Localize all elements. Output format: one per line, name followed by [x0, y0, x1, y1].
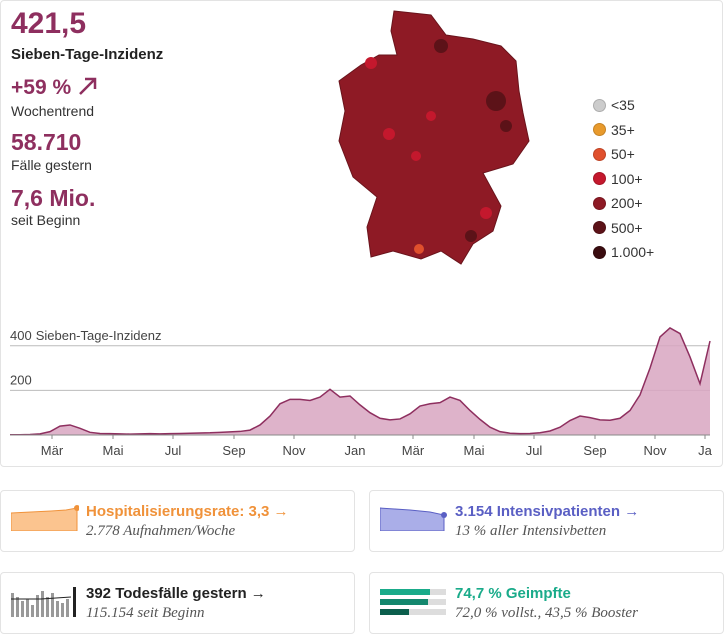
incidence-label: Sieben-Tage-Inzidenz	[11, 46, 164, 63]
legend: <35 35+ 50+ 100+ 200+ 500+ 1.000+	[593, 93, 654, 265]
legend-item: 500+	[593, 216, 654, 241]
card-title: 392 Todesfälle gestern →	[86, 585, 266, 602]
legend-item: 1.000+	[593, 240, 654, 265]
legend-label: <35	[611, 97, 635, 114]
x-tick-label: Nov	[643, 443, 667, 458]
icu-icon	[380, 507, 447, 531]
deaths-card[interactable]: 392 Todesfälle gestern → 115.154 seit Be…	[0, 572, 355, 634]
x-tick-label: Nov	[282, 443, 306, 458]
legend-item: <35	[593, 93, 654, 118]
y-axis-label: Sieben-Tage-Inzidenz	[36, 328, 162, 343]
area-line	[10, 327, 711, 436]
hospital-icon	[11, 505, 79, 531]
vaccine-icon	[380, 589, 446, 615]
x-tick-label: Sep	[222, 443, 245, 458]
legend-swatch	[593, 221, 606, 235]
vaccine-card[interactable]: 74,7 % Geimpfte 72,0 % vollst., 43,5 % B…	[369, 572, 724, 634]
map	[338, 10, 530, 265]
cases: 58.710	[11, 129, 82, 155]
legend-label: 500+	[611, 219, 643, 236]
legend-swatch	[593, 245, 606, 259]
total: 7,6 Mio.	[11, 185, 96, 211]
card-sub: 13 % aller Intensivbetten	[455, 523, 607, 539]
x-tick-label: Mär	[402, 443, 425, 458]
y-tick-label: 200	[10, 372, 32, 387]
legend-item: 100+	[593, 167, 654, 192]
icu-card[interactable]: 3.154 Intensivpatienten → 13 % aller Int…	[369, 490, 724, 552]
legend-swatch	[593, 123, 606, 137]
x-tick-label: Sep	[583, 443, 606, 458]
legend-item: 200+	[593, 191, 654, 216]
incidence-chart: 200 400 Sieben-Tage-Inzidenz Mär Mai Jul Sep No…	[10, 327, 713, 458]
legend-item: 50+	[593, 142, 654, 167]
card-title: 3.154 Intensivpatienten →	[455, 503, 640, 520]
x-tick-label: Mär	[41, 443, 64, 458]
x-tick-label: Jul	[165, 443, 182, 458]
deaths-icon	[11, 587, 76, 617]
legend-label: 100+	[611, 170, 643, 187]
cases-label: Fälle gestern	[11, 157, 92, 173]
legend-label: 50+	[611, 146, 635, 163]
trend-value: +59 %	[11, 76, 72, 99]
card-title: 74,7 % Geimpfte	[455, 585, 571, 602]
overview-panel: 421,5 Sieben-Tage-Inzidenz +59 % Wochent…	[0, 0, 723, 467]
card-sub: 72,0 % vollst., 43,5 % Booster	[455, 605, 638, 621]
legend-label: 35+	[611, 121, 635, 138]
trend: +59 %	[11, 75, 99, 100]
x-tick-label: Mai	[103, 443, 124, 458]
y-tick-label: 400	[10, 328, 32, 343]
total-label: seit Beginn	[11, 212, 81, 228]
card-title: Hospitalisierungsrate: 3,3 →	[86, 503, 289, 520]
legend-label: 1.000+	[611, 244, 655, 261]
trend-label: Wochentrend	[11, 103, 95, 119]
x-tick-label: Jul	[526, 443, 543, 458]
legend-swatch	[593, 98, 606, 112]
x-tick-label: Jan	[345, 443, 366, 458]
germany	[338, 10, 530, 265]
incidence: 421,5	[11, 7, 87, 40]
legend-label: 200+	[611, 195, 643, 212]
legend-swatch	[593, 147, 606, 161]
area	[10, 327, 710, 435]
legend-swatch	[593, 196, 606, 210]
card-sub: 115.154 seit Beginn	[86, 605, 205, 621]
hospital-card[interactable]: Hospitalisierungsrate: 3,3 → 2.778 Aufna…	[0, 490, 355, 552]
x-tick-label: Mai	[464, 443, 485, 458]
legend-swatch	[593, 172, 606, 186]
legend-item: 35+	[593, 118, 654, 143]
trend-arrow	[79, 77, 97, 95]
card-sub: 2.778 Aufnahmen/Woche	[86, 523, 236, 539]
x-tick-label: Ja	[698, 443, 713, 458]
